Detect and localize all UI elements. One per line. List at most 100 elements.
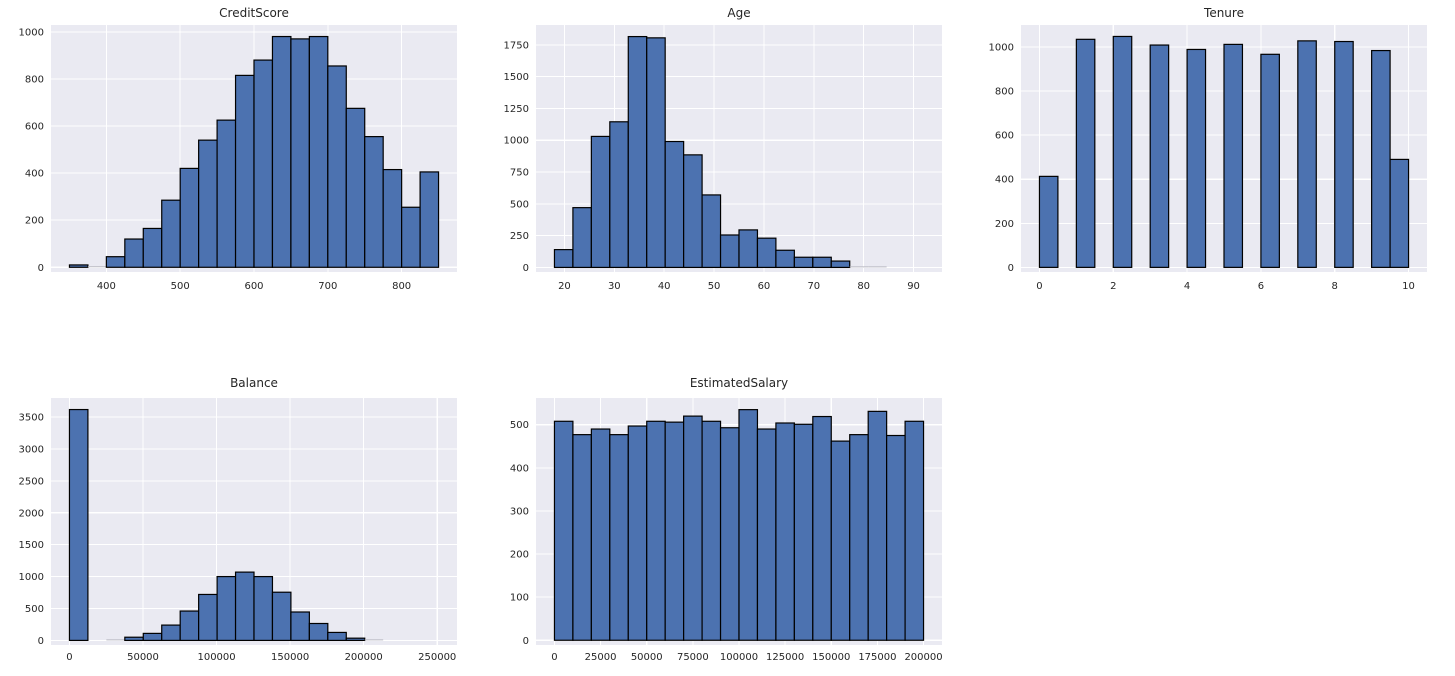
x-tick-label: 600 xyxy=(244,281,263,292)
x-tick-label: 800 xyxy=(392,281,411,292)
bar xyxy=(198,139,218,268)
bar xyxy=(886,434,906,641)
bar xyxy=(105,256,126,268)
y-tick-label: 400 xyxy=(25,169,44,180)
bar xyxy=(701,194,722,269)
y-tick-label: 1000 xyxy=(19,572,44,583)
bar xyxy=(1223,43,1244,268)
x-tick-label: 500 xyxy=(171,281,190,292)
bar xyxy=(1038,175,1059,268)
bar xyxy=(290,611,310,642)
bar xyxy=(812,415,832,641)
y-tick-label: 200 xyxy=(510,550,529,561)
y-tick-label: 0 xyxy=(38,636,44,647)
bar xyxy=(1112,35,1133,268)
x-tick-label: 50000 xyxy=(631,652,663,663)
histogram-estimatedsalary: 0 100 200 300 400 500 0 25000 50000 75000 100000 12… xyxy=(510,376,943,663)
bar xyxy=(345,107,366,268)
chart-title: CreditScore xyxy=(219,6,289,20)
x-tick-label: 10 xyxy=(1402,281,1415,292)
bar xyxy=(609,121,629,269)
histogram-balance: 0 500 1000 1500 2000 2500 3000 3500 0 50000 100000… xyxy=(19,376,457,663)
bar xyxy=(849,434,869,641)
y-tick-label: 250 xyxy=(510,231,529,242)
bar xyxy=(572,207,592,269)
x-tick-label: 250000 xyxy=(418,652,456,663)
y-tick-label: 0 xyxy=(38,263,44,274)
bar xyxy=(572,434,592,641)
x-tick-label: 125000 xyxy=(766,652,804,663)
bar xyxy=(401,206,421,268)
bar xyxy=(646,37,666,269)
y-tick-label: 1000 xyxy=(989,43,1014,54)
bar xyxy=(738,409,759,641)
bar xyxy=(271,591,292,642)
x-tick-label: 90 xyxy=(907,281,920,292)
y-tick-label: 400 xyxy=(510,463,529,474)
y-tick-label: 800 xyxy=(995,87,1014,98)
x-tick-label: 80 xyxy=(857,281,870,292)
y-tick-label: 1000 xyxy=(19,27,44,38)
bar xyxy=(738,229,759,269)
bar xyxy=(1297,40,1317,268)
chart-title: Balance xyxy=(230,376,278,390)
bar xyxy=(590,428,611,641)
histogram-creditscore: 0 200 400 600 800 1000 400 500 600 700 800 CreditSc… xyxy=(19,6,457,292)
bar xyxy=(701,420,722,641)
bar xyxy=(198,593,218,642)
bar xyxy=(1186,48,1207,268)
x-tick-label: 400 xyxy=(97,281,116,292)
bar xyxy=(627,425,648,641)
x-tick-label: 200000 xyxy=(904,652,942,663)
bar xyxy=(775,249,795,269)
x-tick-label: 75000 xyxy=(677,652,709,663)
bar xyxy=(775,422,795,641)
y-tick-label: 800 xyxy=(25,74,44,85)
bar xyxy=(590,135,611,269)
x-tick-label: 200000 xyxy=(345,652,383,663)
x-tick-label: 4 xyxy=(1184,281,1190,292)
bar xyxy=(253,59,274,268)
y-tick-label: 0 xyxy=(1008,263,1014,274)
y-tick-label: 1500 xyxy=(19,540,44,551)
y-tick-label: 2500 xyxy=(19,476,44,487)
bar xyxy=(646,420,666,641)
bar xyxy=(683,154,703,269)
x-tick-label: 2 xyxy=(1110,281,1116,292)
bar xyxy=(290,38,310,268)
bar xyxy=(68,408,89,642)
x-tick-label: 50000 xyxy=(127,652,159,663)
y-tick-label: 400 xyxy=(995,175,1014,186)
bar xyxy=(830,260,851,269)
bar xyxy=(553,249,574,269)
bar xyxy=(1371,49,1391,268)
y-tick-label: 500 xyxy=(510,199,529,210)
x-tick-label: 40 xyxy=(658,281,671,292)
bar xyxy=(216,575,237,642)
x-tick-label: 6 xyxy=(1258,281,1264,292)
y-tick-label: 100 xyxy=(510,593,529,604)
bar xyxy=(1389,158,1410,268)
bar xyxy=(719,427,740,641)
y-tick-label: 750 xyxy=(510,168,529,179)
bar xyxy=(364,136,384,268)
bar xyxy=(234,571,255,642)
x-tick-label: 60 xyxy=(758,281,771,292)
bar xyxy=(271,35,292,268)
bar xyxy=(142,632,163,642)
bar xyxy=(812,256,832,269)
bar xyxy=(179,167,200,268)
x-tick-label: 150000 xyxy=(271,652,309,663)
chart-title: Tenure xyxy=(1203,6,1244,20)
bar xyxy=(124,636,144,642)
bar xyxy=(1260,53,1280,268)
bar xyxy=(161,624,181,642)
x-tick-label: 100000 xyxy=(720,652,758,663)
x-tick-label: 0 xyxy=(1036,281,1042,292)
chart-title: Age xyxy=(727,6,750,20)
bar xyxy=(867,410,888,641)
bar xyxy=(68,264,89,268)
bar xyxy=(345,637,366,642)
bar xyxy=(609,434,629,641)
